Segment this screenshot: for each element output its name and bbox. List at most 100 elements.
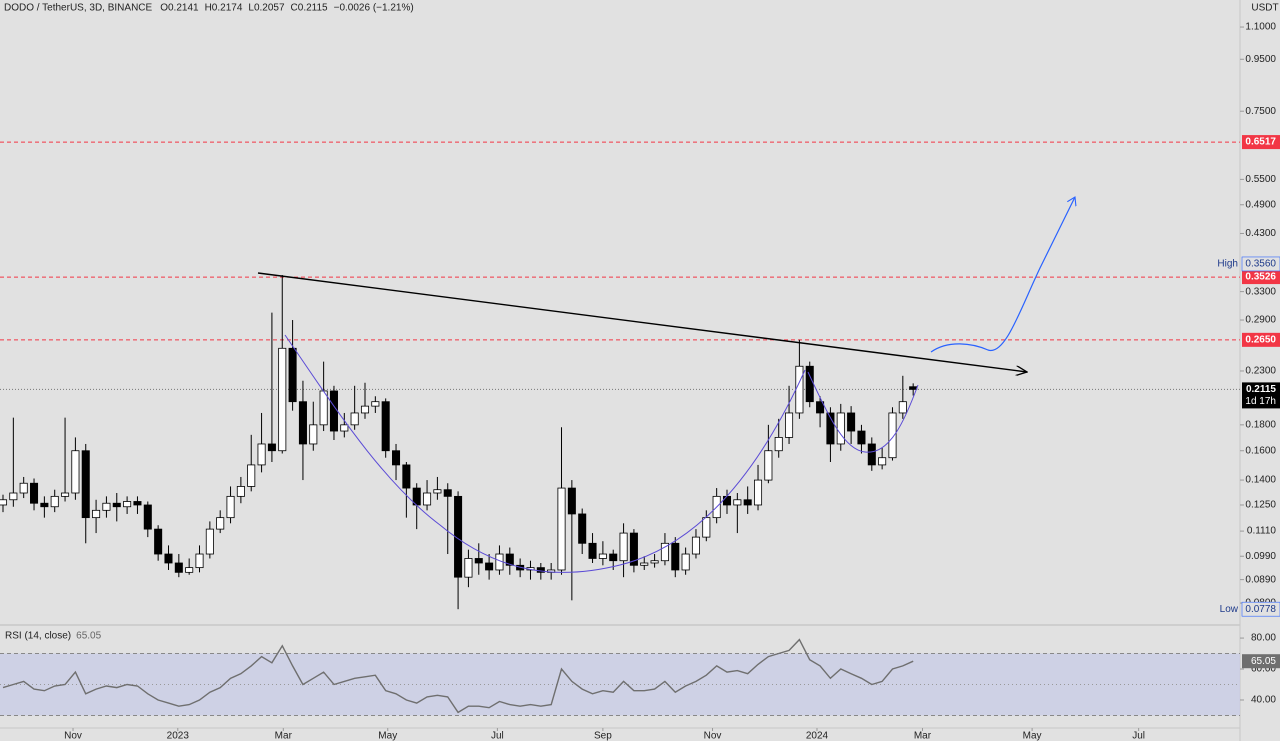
projection-curve [930,197,1075,353]
candle-body [205,528,214,555]
candle-body [909,386,918,390]
candle-body [743,499,752,506]
x-tick-label: May [1023,731,1042,741]
cup-curve [284,334,806,573]
candle-body [567,487,576,515]
high-value-label: 0.3560 [1245,259,1276,270]
candle-body [30,482,39,504]
candle-body [619,532,628,562]
candle-body [640,562,649,566]
y-tick-label: 0.1600 [1245,445,1276,456]
candle-body [660,542,669,562]
candle-body [174,562,183,573]
candle-body [423,492,432,506]
candle-body [392,450,401,466]
rsi-line [2,638,914,714]
x-tick-label: Jul [491,731,504,741]
candle-body [598,553,607,559]
candle-body [371,401,380,407]
candle-body [764,450,773,481]
candle-body [485,562,494,571]
candle-body [826,412,835,445]
countdown-label: 1d 17h [1245,396,1276,407]
candle-body [464,558,473,578]
x-tick-label: May [378,731,397,741]
candle-body [505,553,514,566]
candle-body [588,542,597,559]
y-tick-label: 0.4900 [1245,199,1276,210]
low-value-label: 0.0778 [1245,604,1276,615]
y-tick-label: 0.1110 [1247,526,1277,537]
candle-body [867,443,876,466]
candle-body [433,489,442,494]
candle-body [702,517,711,538]
high-name-label: High [1217,259,1238,270]
candle-body [360,405,370,414]
candle-body [381,401,390,452]
candle-body [9,492,18,501]
candle-body [61,492,70,497]
x-tick-label: Sep [594,731,612,741]
candle-body [0,499,8,506]
candle-body [185,567,194,573]
candle-body [578,513,587,544]
y-tick-label: 0.2300 [1245,366,1276,377]
candle-body [774,437,783,452]
x-tick-label: Nov [64,731,82,741]
candle-body [898,401,907,414]
low-name-label: Low [1220,604,1239,615]
candle-body [40,502,49,508]
rsi-title: RSI (14, close) [5,631,71,642]
candle-body [785,412,794,438]
candle-body [754,479,763,506]
y-tick-label: 0.3300 [1245,286,1276,297]
candle-body [298,401,307,445]
candle-body [164,553,173,564]
handle-curve [807,371,919,453]
candle-body [123,501,132,508]
rsi-value: 65.05 [76,631,101,642]
candle-body [154,528,163,555]
level-tag [1242,332,1280,347]
y-tick-label: 0.1250 [1245,500,1276,511]
y-tick-label: 0.1800 [1245,419,1276,430]
x-tick-label: Mar [275,731,293,741]
candle-body [102,502,111,511]
y-tick-label: 1.1000 [1245,22,1276,33]
candle-body [195,553,204,569]
y-tick-label: 0.9500 [1245,54,1276,65]
candle-body [81,450,90,519]
candle-body [681,553,690,571]
level-tag-label: 0.2650 [1245,334,1276,345]
level-tag [1242,270,1280,285]
trend-line [257,272,1027,372]
candle-body [143,504,152,530]
y-tick-label: 0.4300 [1245,228,1276,239]
candle-body [722,495,732,506]
x-tick-label: 2023 [167,731,190,741]
ohlc-value: −0.0026 (−1.21%) [334,3,414,14]
candle-body [350,412,359,426]
candle-body [92,509,101,519]
candle-body [836,412,845,445]
rsi-y-tick-label: 80.00 [1251,633,1276,644]
x-tick-label: Nov [704,731,722,741]
candle-body [671,542,680,571]
candle-body [329,390,338,432]
candle-body [112,502,121,508]
candle-body [857,430,866,445]
candle-body [309,424,318,445]
level-tag-label: 0.3526 [1245,272,1276,283]
candle-body [878,457,887,466]
last-price-tag [1242,382,1280,409]
currency-label: USDT [1251,3,1278,14]
x-tick-label: Mar [914,731,932,741]
candle-body [536,567,545,573]
candle-body [50,495,59,508]
candle-body [609,553,618,562]
y-tick-label: 0.0890 [1245,574,1276,585]
candle-body [629,532,638,566]
candle-body [443,489,452,497]
rsi-tag [1242,654,1280,669]
